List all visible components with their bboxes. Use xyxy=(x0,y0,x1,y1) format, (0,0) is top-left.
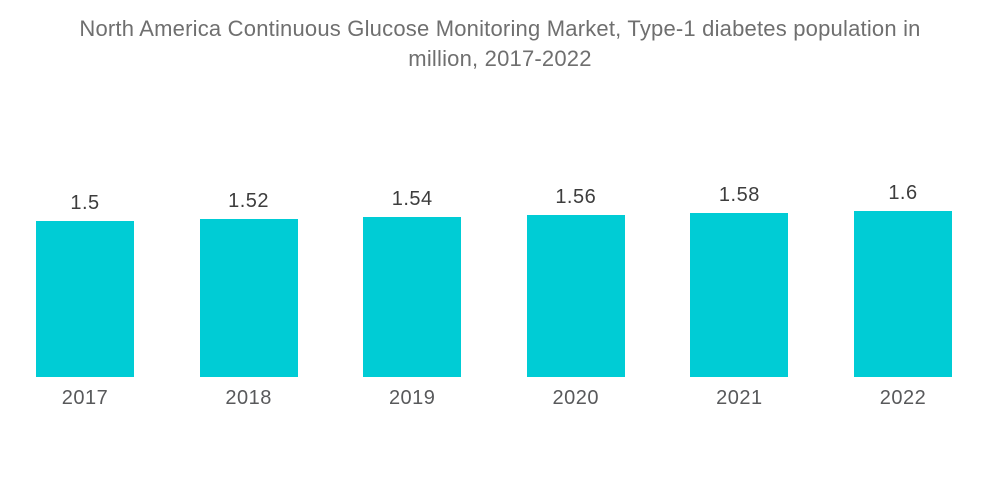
x-axis-label: 2021 xyxy=(716,387,763,409)
bar xyxy=(526,215,625,377)
bar-group: 1.54 2019 xyxy=(363,188,462,410)
bar-value-label: 1.54 xyxy=(391,188,433,210)
x-axis-label: 2018 xyxy=(225,387,272,409)
bar xyxy=(690,213,789,377)
bar xyxy=(853,211,952,377)
bar xyxy=(36,221,134,377)
bar-group: 1.52 2018 xyxy=(199,190,298,410)
bar-chart-plot-area: 1.5 2017 1.52 2018 1.54 2019 1.56 2020 1.58 2021 1… xyxy=(36,170,952,410)
x-axis-label: 2020 xyxy=(552,387,600,409)
bar xyxy=(363,217,462,377)
bar xyxy=(199,219,298,377)
x-axis-label: 2017 xyxy=(61,387,109,409)
x-axis-label: 2019 xyxy=(388,387,436,409)
bar-value-label: 1.56 xyxy=(555,186,597,208)
bar-group: 1.56 2020 xyxy=(526,186,625,410)
bar-group: 1.6 2022 xyxy=(853,182,952,410)
bar-value-label: 1.5 xyxy=(70,192,100,214)
chart-title-line-1: North America Continuous Glucose Monitor… xyxy=(79,16,921,41)
bar-value-label: 1.52 xyxy=(228,190,270,212)
x-axis-label: 2022 xyxy=(879,387,927,409)
bar-value-label: 1.58 xyxy=(718,184,760,206)
chart-title: North America Continuous Glucose Monitor… xyxy=(0,14,1000,74)
bar-value-label: 1.6 xyxy=(888,182,918,204)
chart-title-line-2: million, 2017-2022 xyxy=(408,46,592,71)
bar-group: 1.5 2017 xyxy=(36,192,134,410)
bar-group: 1.58 2021 xyxy=(690,184,789,410)
